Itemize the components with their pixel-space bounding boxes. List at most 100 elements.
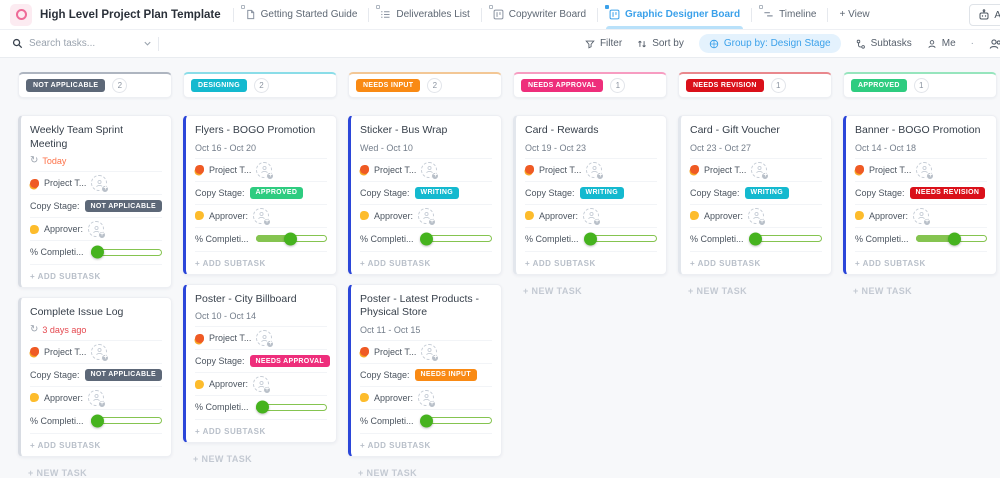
project-team-field[interactable]: Project T... + [855,157,987,181]
progress-slider[interactable] [420,232,492,246]
progress-slider[interactable] [255,232,327,246]
progress-handle[interactable] [420,232,434,246]
add-subtask-button[interactable]: + ADD SUBTASK [195,419,327,436]
search-box[interactable] [12,36,159,51]
add-subtask-button[interactable]: + ADD SUBTASK [30,432,162,450]
progress-slider[interactable] [915,232,987,246]
copy-stage-badge[interactable]: WRITING [414,186,459,199]
tab-copywriter-board[interactable]: Copywriter Board [482,0,597,29]
sort-button[interactable]: Sort by [637,38,684,49]
group-by-button[interactable]: Group by: Design Stage [698,34,841,53]
add-subtask-button[interactable]: + ADD SUBTASK [855,250,987,268]
copy-stage-badge[interactable]: NEEDS APPROVAL [249,355,330,368]
progress-handle[interactable] [90,245,104,259]
progress-slider[interactable] [90,414,162,428]
approver-field[interactable]: Approver: + [525,203,657,227]
copy-stage-field[interactable]: Copy Stage: NOT APPLICABLE [30,194,162,217]
copy-stage-badge[interactable]: WRITING [579,186,624,199]
add-subtask-button[interactable]: + ADD SUBTASK [360,250,492,268]
task-date[interactable]: ↻ Today [30,156,162,167]
copy-stage-field[interactable]: Copy Stage: NEEDS INPUT [360,362,492,386]
list-logo[interactable] [10,3,32,26]
automate-button[interactable]: A [969,4,1000,26]
task-card[interactable]: Poster - Latest Products - Physical Stor… [348,283,502,457]
add-subtask-button[interactable]: + ADD SUBTASK [195,250,327,268]
approver-add-button[interactable]: + [913,207,932,226]
copy-stage-field[interactable]: Copy Stage: WRITING [360,180,492,204]
approver-field[interactable]: Approver: + [30,217,162,240]
copy-stage-badge[interactable]: APPROVED [249,186,304,199]
project-team-field[interactable]: Project T... + [195,326,327,349]
approver-field[interactable]: Approver: + [690,203,822,227]
progress-handle[interactable] [420,414,434,428]
copy-stage-field[interactable]: Copy Stage: NOT APPLICABLE [30,362,162,386]
column-status-badge[interactable]: NOT APPLICABLE [26,79,106,92]
task-date[interactable]: Oct 23 - Oct 27 [690,143,822,153]
project-team-field[interactable]: Project T... + [690,157,822,181]
column-header[interactable]: DESIGNING 2 [183,72,337,98]
task-date[interactable]: Oct 11 - Oct 15 [360,325,492,335]
search-input[interactable] [29,38,137,49]
task-title[interactable]: Weekly Team Sprint Meeting [30,124,123,150]
task-title[interactable]: Card - Gift Voucher [690,124,780,136]
add-subtask-button[interactable]: + ADD SUBTASK [30,264,162,281]
copy-stage-field[interactable]: Copy Stage: WRITING [690,180,822,204]
approver-field[interactable]: Approver: + [360,203,492,227]
assignee-add-button[interactable]: + [751,161,770,180]
task-title[interactable]: Banner - BOGO Promotion [855,124,981,136]
add-subtask-button[interactable]: + ADD SUBTASK [360,432,492,450]
assignee-add-button[interactable]: + [256,161,275,180]
task-title[interactable]: Poster - City Billboard [195,292,297,305]
copy-stage-field[interactable]: Copy Stage: WRITING [525,180,657,204]
copy-stage-badge[interactable]: NOT APPLICABLE [84,200,162,213]
assignees-button[interactable] [989,38,1000,50]
assignee-add-button[interactable]: + [421,343,440,362]
task-date[interactable]: Oct 14 - Oct 18 [855,143,987,153]
task-card[interactable]: Weekly Team Sprint Meeting ↻ Today Proje… [18,115,172,289]
progress-handle[interactable] [90,414,104,428]
column-status-badge[interactable]: DESIGNING [191,79,247,92]
progress-handle[interactable] [748,232,762,246]
assignee-add-button[interactable]: + [916,161,935,180]
copy-stage-badge[interactable]: NEEDS INPUT [414,368,477,381]
me-filter-button[interactable]: Me [927,38,956,49]
project-team-field[interactable]: Project T... + [360,339,492,363]
chevron-down-icon[interactable] [143,39,152,48]
task-card[interactable]: Sticker - Bus Wrap Wed - Oct 10 Project … [348,115,502,275]
assignee-add-button[interactable]: + [91,343,110,362]
new-task-button[interactable]: + NEW TASK [193,454,253,465]
column-header[interactable]: APPROVED 1 [843,72,997,98]
add-subtask-button[interactable]: + ADD SUBTASK [525,250,657,268]
add-subtask-button[interactable]: + ADD SUBTASK [690,250,822,268]
project-team-field[interactable]: Project T... + [30,339,162,363]
approver-field[interactable]: Approver: + [360,385,492,409]
task-card[interactable]: Poster - City Billboard Oct 10 - Oct 14 … [183,283,337,444]
copy-stage-badge[interactable]: WRITING [744,186,789,199]
task-card[interactable]: Card - Gift Voucher Oct 23 - Oct 27 Proj… [678,115,832,275]
task-title[interactable]: Sticker - Bus Wrap [360,124,448,136]
copy-stage-field[interactable]: Copy Stage: NEEDS APPROVAL [195,349,330,372]
project-team-field[interactable]: Project T... + [30,171,162,194]
new-task-button[interactable]: + NEW TASK [358,467,418,478]
progress-slider[interactable] [583,232,657,246]
subtasks-button[interactable]: Subtasks [856,38,912,49]
progress-slider[interactable] [420,414,492,428]
progress-slider[interactable] [255,400,327,414]
task-card[interactable]: Complete Issue Log ↻ 3 days ago Project … [18,297,172,457]
assignee-add-button[interactable]: + [256,330,275,349]
task-title[interactable]: Card - Rewards [525,124,599,136]
progress-handle[interactable] [284,232,298,246]
column-status-badge[interactable]: NEEDS REVISION [686,79,764,92]
assignee-add-button[interactable]: + [421,161,440,180]
task-title[interactable]: Flyers - BOGO Promotion [195,124,316,136]
copy-stage-badge[interactable]: NEEDS REVISION [909,186,986,199]
approver-field[interactable]: Approver: + [30,385,162,409]
progress-handle[interactable] [255,400,269,414]
task-date[interactable]: Wed - Oct 10 [360,143,492,153]
task-title[interactable]: Poster - Latest Products - Physical Stor… [360,292,480,319]
approver-field[interactable]: Approver: + [195,372,327,395]
tab-timeline[interactable]: Timeline [752,0,827,29]
column-status-badge[interactable]: NEEDS INPUT [356,79,421,92]
task-date[interactable]: Oct 19 - Oct 23 [525,143,657,153]
project-team-field[interactable]: Project T... + [360,157,492,181]
